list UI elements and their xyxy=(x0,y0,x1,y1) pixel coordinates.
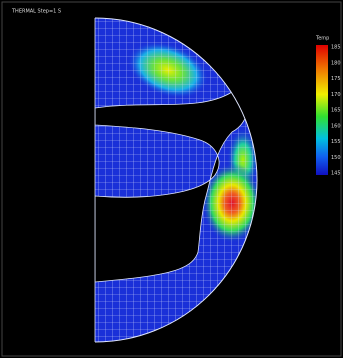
legend-label: 180 xyxy=(331,60,341,66)
legend-label: 160 xyxy=(331,123,341,129)
color-bar xyxy=(316,45,328,175)
legend-label: 175 xyxy=(331,76,341,82)
legend-label: 170 xyxy=(331,92,341,98)
screenshot: THERMAL Step=1 S Temp 185 180 175 170 165 160… xyxy=(0,0,343,358)
legend-label: 165 xyxy=(331,108,341,114)
legend-label: 155 xyxy=(331,139,341,145)
legend-title: Temp xyxy=(315,36,329,42)
header-title: THERMAL Step=1 S xyxy=(11,9,61,15)
legend-label: 185 xyxy=(331,45,341,51)
legend-label: 145 xyxy=(331,171,341,177)
legend-label: 150 xyxy=(331,155,341,161)
legend-labels: 185 180 175 170 165 160 155 150 145 xyxy=(331,45,341,177)
page: {"header": {"title": "THERMAL Step=1 S"}… xyxy=(0,0,343,358)
